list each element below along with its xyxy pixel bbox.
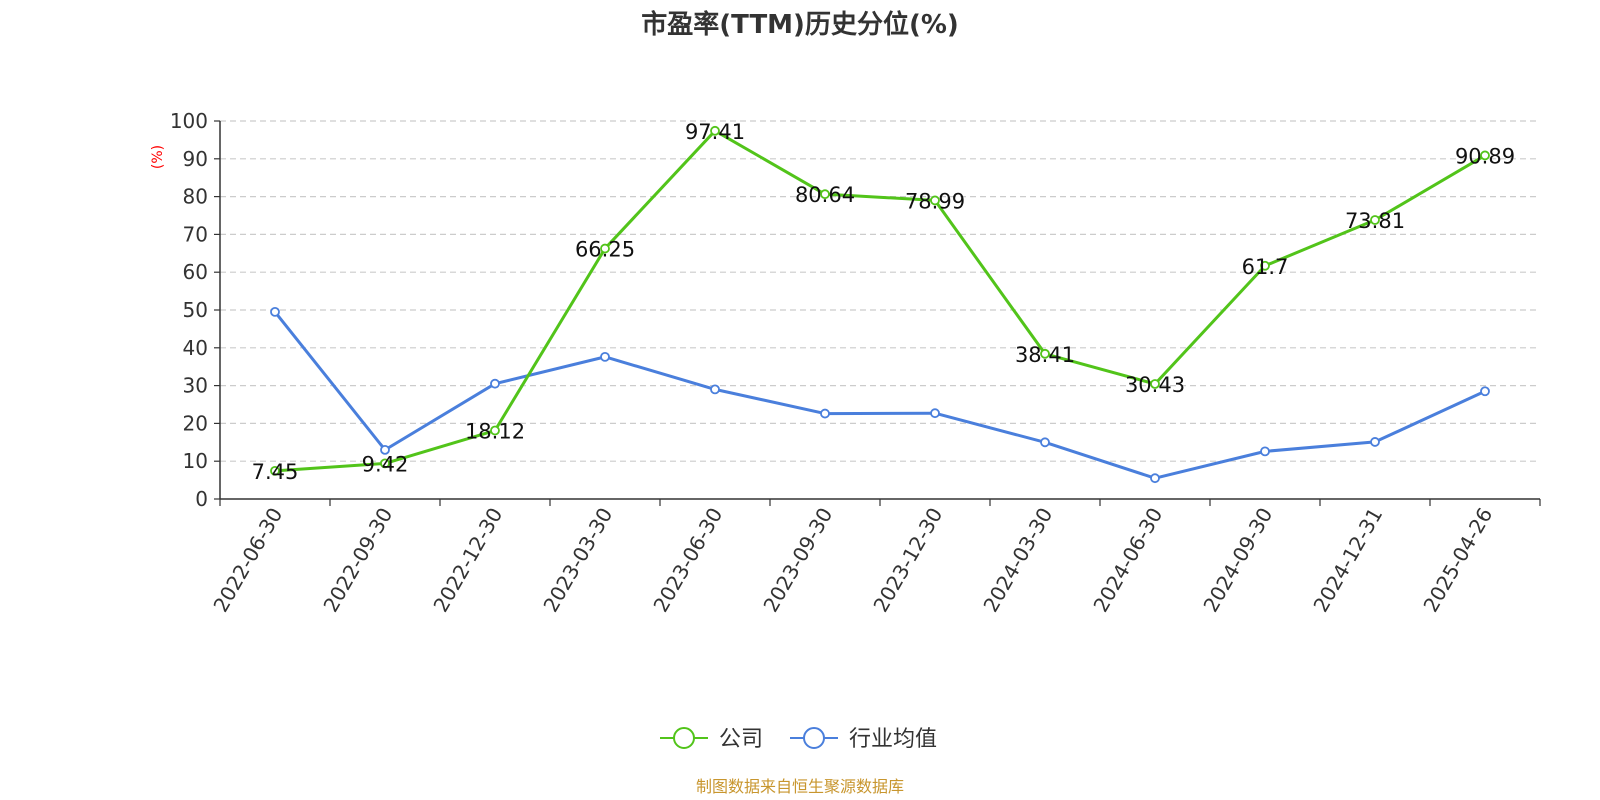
data-label: 97.41 — [685, 120, 745, 144]
data-point — [600, 351, 610, 362]
data-point — [820, 408, 830, 419]
y-tick-label: 40 — [183, 336, 208, 360]
x-tick-label: 2024-06-30 — [1088, 504, 1167, 617]
data-point — [380, 458, 390, 469]
legend-marker — [803, 727, 825, 749]
x-tick-label: 2023-06-30 — [648, 504, 727, 617]
y-tick-label: 90 — [183, 147, 208, 171]
data-label: 9.42 — [362, 452, 409, 476]
x-tick-label: 2023-09-30 — [758, 504, 837, 617]
legend-label: 公司 — [719, 727, 763, 752]
data-label: 73.81 — [1345, 209, 1405, 233]
data-label: 66.25 — [575, 238, 635, 262]
y-tick-label: 0 — [195, 487, 208, 511]
data-label: 78.99 — [905, 189, 965, 213]
data-label: 90.89 — [1455, 144, 1515, 168]
legend: 公司 行业均值 — [660, 727, 937, 752]
data-point — [1040, 348, 1050, 359]
y-tick-label: 50 — [183, 298, 208, 322]
data-point — [1480, 150, 1490, 161]
chart-title: 市盈率(TTM)历史分位(%) — [641, 9, 959, 40]
data-point — [930, 195, 940, 206]
x-tick-label: 2022-12-30 — [428, 504, 507, 617]
data-point — [1150, 473, 1160, 484]
data-point — [930, 408, 940, 419]
y-axis-label: (%) — [150, 145, 166, 169]
x-tick-label: 2024-09-30 — [1198, 504, 1277, 617]
legend-marker — [673, 727, 695, 749]
data-point — [1260, 446, 1270, 457]
series-layer — [270, 125, 1490, 484]
y-tick-label: 20 — [183, 411, 208, 435]
x-tick-label: 2024-12-31 — [1308, 504, 1387, 617]
data-point — [490, 425, 500, 436]
data-label: 80.64 — [795, 183, 855, 207]
data-labels: 7.45 9.42 18.12 66.25 97.41 80.64 78.99 38.41 30… — [252, 120, 1515, 484]
y-tick-label: 70 — [183, 222, 208, 246]
y-tick-label: 30 — [183, 374, 208, 398]
data-point — [380, 444, 390, 455]
data-label: 7.45 — [252, 460, 299, 484]
x-tick-label: 2022-09-30 — [318, 504, 397, 617]
data-label: 18.12 — [465, 420, 525, 444]
data-point — [270, 465, 280, 476]
data-point — [820, 189, 830, 200]
y-tick-label: 60 — [183, 260, 208, 284]
series-line-0 — [274, 129, 1486, 473]
data-point — [1150, 379, 1160, 389]
x-tick-label: 2022-06-30 — [208, 504, 287, 617]
x-tick-label: 2023-03-30 — [538, 504, 617, 617]
data-point — [1040, 437, 1050, 448]
y-tick-label: 10 — [183, 449, 208, 473]
source-note: 制图数据来自恒生聚源数据库 — [696, 777, 904, 796]
data-label: 38.41 — [1015, 343, 1075, 367]
y-tick-label: 100 — [170, 109, 208, 133]
data-point — [710, 125, 720, 136]
data-point — [1480, 386, 1490, 397]
data-point — [270, 306, 280, 317]
y-tick-label: 80 — [183, 185, 208, 209]
legend-label: 行业均值 — [849, 727, 937, 752]
data-point — [600, 243, 610, 254]
data-point — [1260, 260, 1270, 271]
x-tick-label: 2025-04-26 — [1418, 504, 1497, 617]
data-point — [490, 378, 500, 389]
data-point — [1370, 437, 1380, 447]
x-tick-label: 2023-12-30 — [868, 504, 947, 617]
data-point — [1370, 215, 1380, 225]
x-tick-label: 2024-03-30 — [978, 504, 1057, 617]
grid-lines — [220, 120, 1540, 462]
data-label: 61.7 — [1242, 255, 1289, 279]
data-point — [710, 384, 720, 395]
series-line-1 — [273, 310, 1486, 480]
data-label: 30.43 — [1125, 373, 1185, 397]
